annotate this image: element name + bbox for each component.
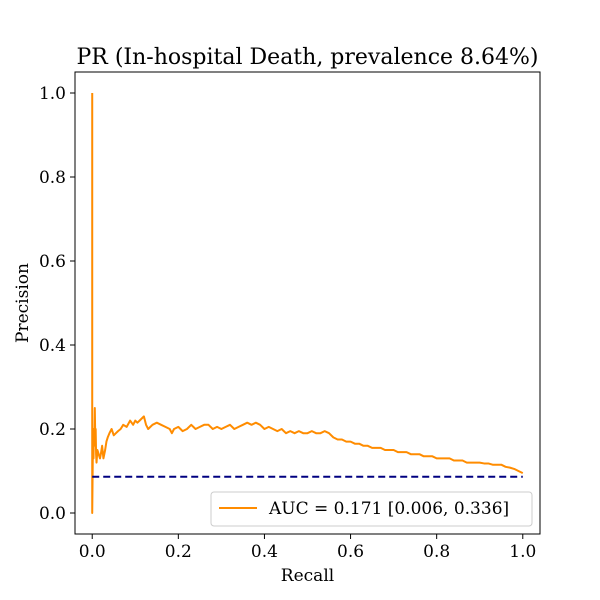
x-tick-label: 0.6 bbox=[337, 542, 364, 562]
x-axis-label: Recall bbox=[281, 566, 334, 586]
legend-box bbox=[210, 491, 533, 527]
x-tick-label: 0.2 bbox=[165, 542, 192, 562]
y-axis-ticks: 0.0 0.2 0.4 0.6 0.8 1.0 bbox=[39, 84, 75, 524]
x-tick-label: 0.8 bbox=[423, 542, 450, 562]
pr-curve-line bbox=[91, 93, 524, 514]
legend-label: AUC = 0.171 [0.006, 0.336] bbox=[268, 499, 509, 519]
y-tick-label: 0.8 bbox=[39, 168, 66, 188]
y-tick-label: 0.0 bbox=[39, 504, 66, 524]
y-tick-label: 0.2 bbox=[39, 420, 66, 440]
chart-title: PR (In-hospital Death, prevalence 8.64%) bbox=[76, 45, 538, 70]
y-axis-label: Precision bbox=[13, 263, 33, 343]
axes-frame bbox=[74, 71, 541, 535]
y-tick-label: 0.4 bbox=[39, 336, 66, 356]
series-layer bbox=[91, 93, 524, 514]
y-tick-label: 0.6 bbox=[39, 252, 66, 272]
legend: AUC = 0.171 [0.006, 0.336] bbox=[210, 491, 533, 527]
y-tick-label: 1.0 bbox=[39, 84, 66, 104]
x-tick-label: 0.0 bbox=[79, 542, 106, 562]
x-tick-label: 1.0 bbox=[509, 542, 536, 562]
x-axis-ticks: 0.0 0.2 0.4 0.6 0.8 1.0 bbox=[79, 534, 536, 562]
x-tick-label: 0.4 bbox=[251, 542, 278, 562]
plot-area bbox=[74, 71, 541, 535]
